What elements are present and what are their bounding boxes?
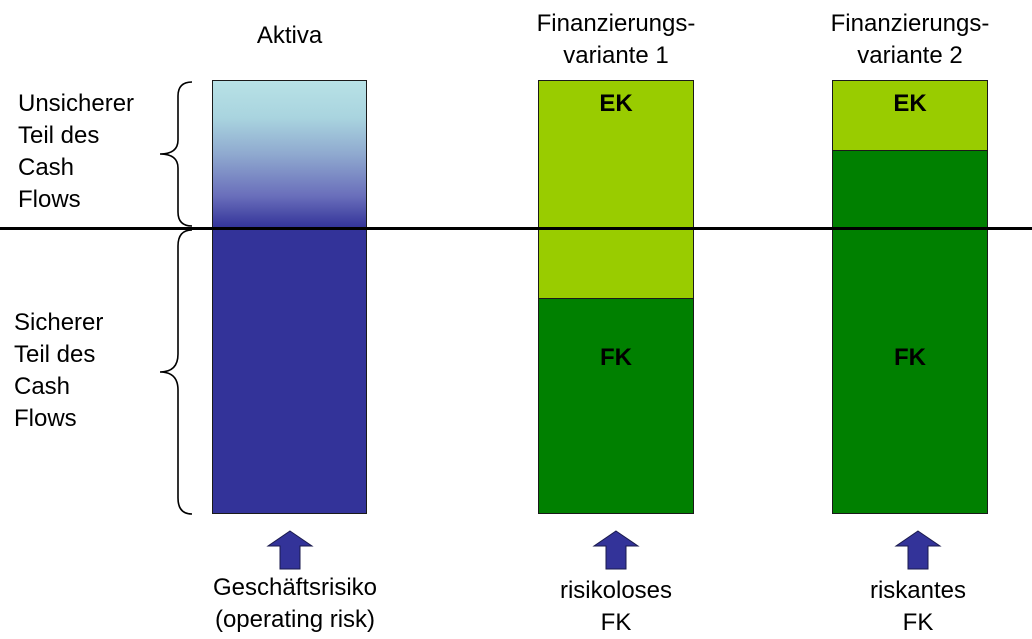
sicher-label: Sicherer Teil des Cash Flows [14, 309, 104, 432]
variant1-ek-block [539, 81, 693, 298]
variant2-ek-block [833, 81, 987, 150]
risky-debt-caption: riskantes FK [869, 577, 967, 636]
up-arrow-icon [592, 530, 640, 570]
variant2-fk-label: FK [894, 344, 926, 371]
risk-free-debt-caption: risikoloses FK [559, 577, 673, 636]
variant2-title: Finanzierungs- variante 2 [830, 10, 990, 69]
aktiva-uncertain-gradient [213, 81, 366, 228]
variant1-fk-label: FK [600, 344, 632, 371]
variant2-column [832, 80, 988, 514]
variant2-ek-label: EK [893, 90, 927, 117]
up-arrow-icon [266, 530, 314, 570]
variant1-column [538, 80, 694, 514]
aktiva-certain-block [213, 228, 366, 513]
up-arrow-icon [894, 530, 942, 570]
variant1-title: Finanzierungs- variante 1 [536, 10, 696, 69]
left-brace-icon [159, 81, 193, 227]
operating-risk-caption: Geschäftsrisiko (operating risk) [212, 574, 378, 633]
aktiva-title: Aktiva [256, 22, 323, 49]
left-brace-icon [159, 229, 193, 515]
variant1-fk-block [539, 298, 693, 513]
variant1-ek-label: EK [599, 90, 633, 117]
unsicher-label: Unsicherer Teil des Cash Flows [18, 90, 135, 213]
risk-divider-line [0, 227, 1032, 230]
aktiva-column [212, 80, 367, 514]
variant2-fk-block [833, 150, 987, 513]
